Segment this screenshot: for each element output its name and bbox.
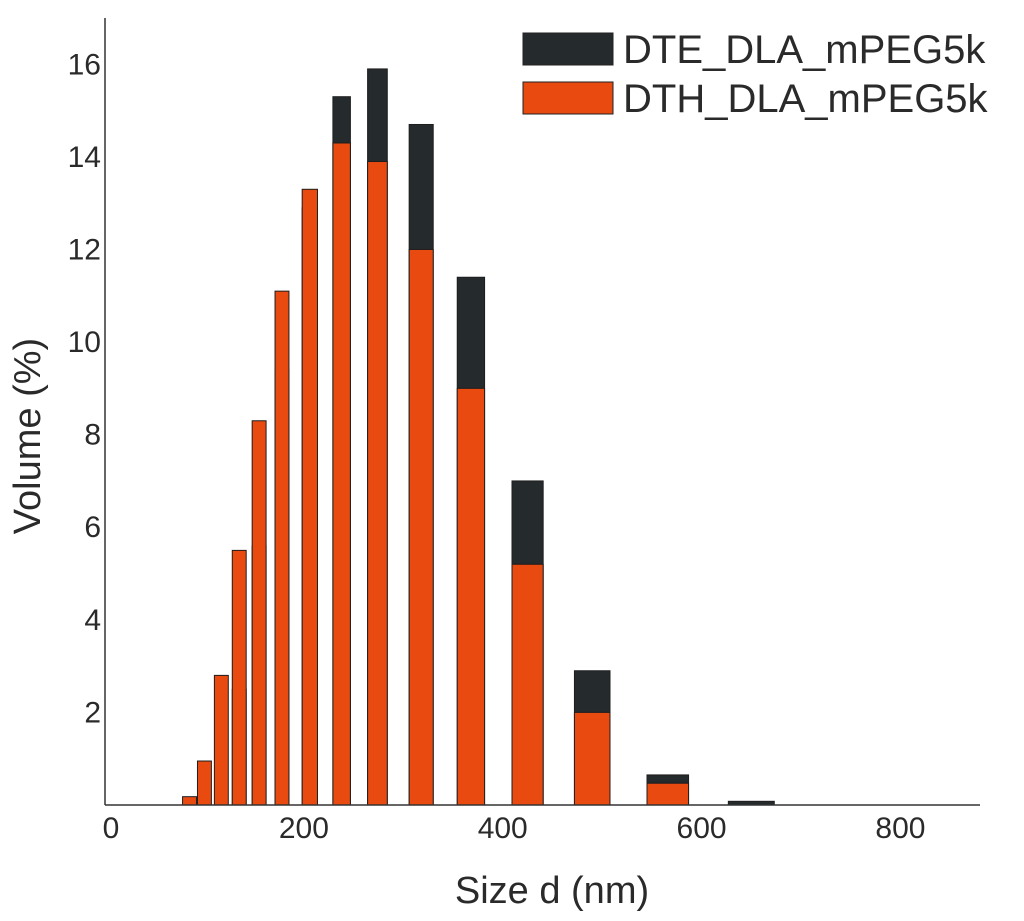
legend-label-dte: DTE_DLA_mPEG5k <box>623 28 986 72</box>
x-tick-label-0: 0 <box>103 812 120 845</box>
bar-dth-11 <box>511 563 544 806</box>
bar-dth-12 <box>573 711 611 806</box>
y-tick-label-8: 8 <box>84 419 101 452</box>
bar-dth-5 <box>274 290 290 806</box>
bar-dth-10 <box>456 387 486 806</box>
y-tick-label-2: 2 <box>84 696 101 729</box>
x-tick-label-200: 200 <box>279 812 329 845</box>
bar-dth-1 <box>196 760 212 806</box>
y-tick-label-12: 12 <box>68 233 101 266</box>
x-tick-label-800: 800 <box>875 812 925 845</box>
legend: DTE_DLA_mPEG5k DTH_DLA_mPEG5k <box>522 28 989 121</box>
y-tick-label-16: 16 <box>68 48 101 81</box>
legend-swatch-dte <box>522 32 614 66</box>
y-tick-label-4: 4 <box>84 604 101 637</box>
legend-swatch-dth <box>522 81 614 115</box>
legend-item-dth: DTH_DLA_mPEG5k <box>522 77 989 121</box>
bar-dth-13 <box>646 782 690 806</box>
x-tick-labels: 0 200 400 600 800 <box>103 812 926 845</box>
bar-dth-8 <box>367 161 388 806</box>
bar-dth-0 <box>182 796 197 806</box>
y-tick-labels: 2 4 6 8 10 12 14 16 <box>68 48 101 729</box>
bar-dth-4 <box>251 420 267 806</box>
series-dth-bars <box>182 142 690 806</box>
bar-dth-9 <box>408 248 434 806</box>
y-tick-label-14: 14 <box>68 141 101 174</box>
legend-item-dte: DTE_DLA_mPEG5k <box>522 28 986 72</box>
bar-dth-2 <box>213 674 229 806</box>
x-axis-title: Size d (nm) <box>455 870 649 912</box>
x-tick-label-400: 400 <box>478 812 528 845</box>
y-tick-label-10: 10 <box>68 326 101 359</box>
legend-label-dth: DTH_DLA_mPEG5k <box>623 77 989 121</box>
y-tick-label-6: 6 <box>84 511 101 544</box>
bar-dth-6 <box>301 188 318 806</box>
y-axis-title: Volume (%) <box>7 338 49 534</box>
bar-dth-7 <box>332 142 351 806</box>
x-tick-label-600: 600 <box>677 812 727 845</box>
bar-dth-3 <box>231 549 247 806</box>
